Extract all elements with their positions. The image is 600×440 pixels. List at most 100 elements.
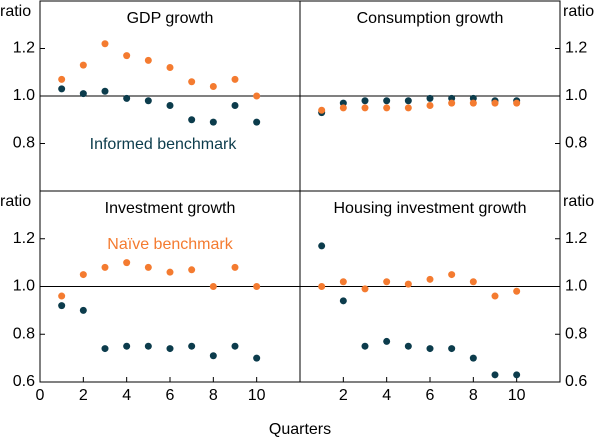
point bbox=[491, 292, 499, 300]
x-tick-label: 10 bbox=[508, 387, 526, 404]
y-tick-label: 0.8 bbox=[13, 135, 35, 152]
panel-title: Investment growth bbox=[105, 200, 236, 217]
x-tick-label: 0 bbox=[36, 387, 45, 404]
point bbox=[188, 266, 196, 274]
point bbox=[513, 99, 521, 107]
point bbox=[79, 61, 87, 69]
point bbox=[166, 64, 174, 71]
x-tick-label: 4 bbox=[382, 387, 391, 404]
point bbox=[513, 287, 521, 295]
point bbox=[361, 97, 369, 105]
y-tick-label: 1.0 bbox=[13, 278, 35, 295]
point bbox=[101, 263, 109, 271]
y-tick-label: 0.8 bbox=[13, 325, 35, 342]
point bbox=[101, 87, 109, 95]
y-tick-label: 0.8 bbox=[565, 325, 587, 342]
point bbox=[318, 242, 326, 250]
point bbox=[426, 94, 434, 102]
point bbox=[491, 99, 499, 107]
y-tick-label: 0.6 bbox=[13, 373, 35, 390]
panel-title: Housing investment growth bbox=[334, 200, 527, 217]
point bbox=[426, 275, 434, 283]
point bbox=[426, 345, 434, 353]
point bbox=[318, 283, 326, 290]
point bbox=[209, 283, 217, 290]
point bbox=[339, 297, 347, 305]
point bbox=[79, 271, 87, 279]
point bbox=[513, 371, 521, 379]
point bbox=[404, 280, 412, 288]
point bbox=[144, 56, 152, 64]
point bbox=[469, 278, 477, 286]
point bbox=[123, 342, 131, 350]
x-tick-label: 2 bbox=[79, 387, 88, 404]
y-tick-label: 0.8 bbox=[565, 135, 587, 152]
point bbox=[144, 342, 152, 350]
point bbox=[361, 285, 369, 293]
point bbox=[58, 302, 66, 310]
point bbox=[404, 97, 412, 105]
point bbox=[79, 306, 87, 314]
x-tick-label: 6 bbox=[166, 387, 175, 404]
y-axis-label: ratio bbox=[563, 193, 594, 210]
point bbox=[383, 97, 391, 105]
point bbox=[231, 342, 239, 350]
point bbox=[253, 118, 261, 126]
point bbox=[231, 102, 239, 109]
point bbox=[123, 94, 131, 102]
point bbox=[448, 345, 456, 353]
point bbox=[123, 52, 131, 60]
y-axis-label: ratio bbox=[0, 3, 31, 20]
y-tick-label: 1.2 bbox=[13, 40, 35, 57]
point bbox=[253, 354, 261, 362]
point bbox=[123, 259, 131, 267]
y-tick-label: 1.2 bbox=[565, 230, 587, 247]
point bbox=[101, 345, 109, 353]
point bbox=[144, 263, 152, 271]
point bbox=[253, 92, 261, 100]
y-axis-label: ratio bbox=[0, 193, 31, 210]
x-tick-label: 10 bbox=[248, 387, 266, 404]
y-tick-label: 1.0 bbox=[565, 278, 587, 295]
point bbox=[361, 342, 369, 350]
point bbox=[426, 102, 434, 109]
series-annotation: Informed benchmark bbox=[90, 136, 238, 153]
y-tick-label: 1.2 bbox=[13, 230, 35, 247]
x-tick-label: 8 bbox=[209, 387, 218, 404]
point bbox=[209, 118, 217, 126]
series-annotation: Naïve benchmark bbox=[107, 236, 233, 253]
y-tick-label: 1.2 bbox=[565, 40, 587, 57]
point bbox=[339, 104, 347, 112]
point bbox=[469, 99, 477, 107]
x-tick-label: 6 bbox=[426, 387, 435, 404]
point bbox=[188, 116, 196, 124]
point bbox=[209, 83, 217, 90]
point bbox=[188, 78, 196, 86]
point bbox=[166, 102, 174, 109]
point bbox=[144, 97, 152, 105]
point bbox=[448, 271, 456, 279]
x-tick-label: 4 bbox=[122, 387, 131, 404]
point bbox=[383, 337, 391, 345]
point bbox=[188, 342, 196, 350]
point bbox=[361, 104, 369, 112]
point bbox=[101, 40, 109, 48]
point bbox=[253, 283, 261, 290]
x-tick-label: 8 bbox=[469, 387, 478, 404]
y-tick-label: 1.0 bbox=[13, 87, 35, 104]
y-axis-label: ratio bbox=[563, 3, 594, 20]
point bbox=[383, 278, 391, 286]
point bbox=[209, 352, 217, 360]
point bbox=[448, 99, 456, 107]
point bbox=[404, 342, 412, 350]
point bbox=[58, 85, 66, 93]
point bbox=[166, 268, 174, 276]
y-tick-label: 1.0 bbox=[565, 87, 587, 104]
point bbox=[469, 354, 477, 362]
point bbox=[231, 263, 239, 271]
point bbox=[79, 90, 87, 98]
point bbox=[58, 292, 66, 300]
x-tick-label: 2 bbox=[339, 387, 348, 404]
point bbox=[339, 278, 347, 286]
